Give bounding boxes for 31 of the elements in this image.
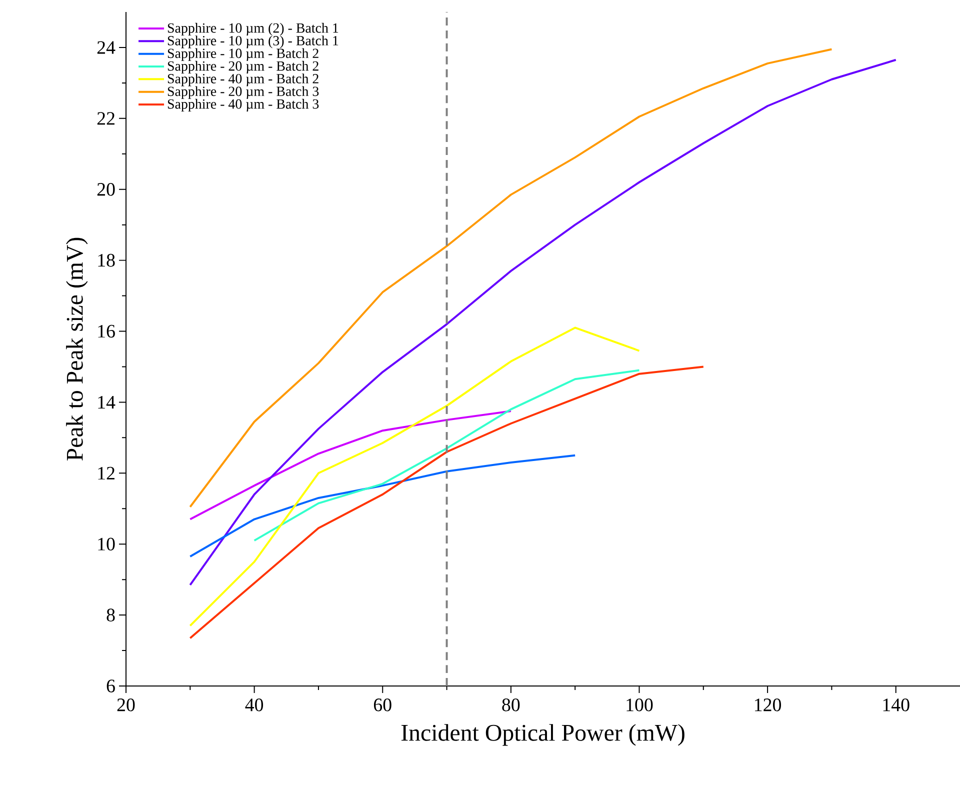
y-tick-label: 6 bbox=[106, 680, 115, 692]
y-tick-label: 18 bbox=[98, 254, 115, 267]
x-tick-label: 100 bbox=[626, 698, 653, 712]
legend-label: Sapphire - 10 µm - Batch 2 bbox=[168, 48, 318, 61]
y-tick-label: 20 bbox=[97, 182, 115, 196]
legend-label: Sapphire - 20 µm - Batch 3 bbox=[168, 86, 319, 99]
x-axis-title: Incident Optical Power (mW) bbox=[401, 724, 684, 746]
legend-label: Sapphire - 40 µm - Batch 2 bbox=[168, 74, 318, 86]
y-tick-label: 14 bbox=[98, 396, 116, 408]
line-series bbox=[189, 454, 576, 558]
y-tick-label: 16 bbox=[98, 324, 115, 338]
x-tick-label: 140 bbox=[883, 698, 910, 712]
legend-label: Sapphire - 20 µm - Batch 2 bbox=[168, 60, 318, 74]
line-series bbox=[253, 369, 640, 542]
y-tick-label: 24 bbox=[97, 41, 116, 54]
legend-label: Sapphire - 10 µm (2) - Batch 1 bbox=[168, 22, 338, 36]
y-tick-label: 10 bbox=[98, 538, 115, 550]
legend-label: Sapphire - 40 µm - Batch 3 bbox=[168, 98, 319, 112]
x-tick-label: 40 bbox=[245, 698, 264, 712]
x-tick-label: 80 bbox=[502, 698, 520, 712]
legend-label: Sapphire - 10 µm (3) - Batch 1 bbox=[168, 36, 338, 48]
x-tick-label: 60 bbox=[374, 698, 392, 712]
line-series bbox=[189, 366, 704, 640]
line-series bbox=[189, 326, 640, 627]
y-tick-label: 22 bbox=[97, 112, 114, 125]
y-tick-label: 12 bbox=[98, 466, 114, 480]
y-axis-title: Peak to Peak size (mV) bbox=[66, 238, 88, 461]
y-tick-label: 8 bbox=[106, 608, 115, 622]
x-tick-label: 20 bbox=[117, 698, 135, 712]
x-tick-label: 120 bbox=[755, 698, 782, 712]
line-series bbox=[189, 410, 512, 520]
